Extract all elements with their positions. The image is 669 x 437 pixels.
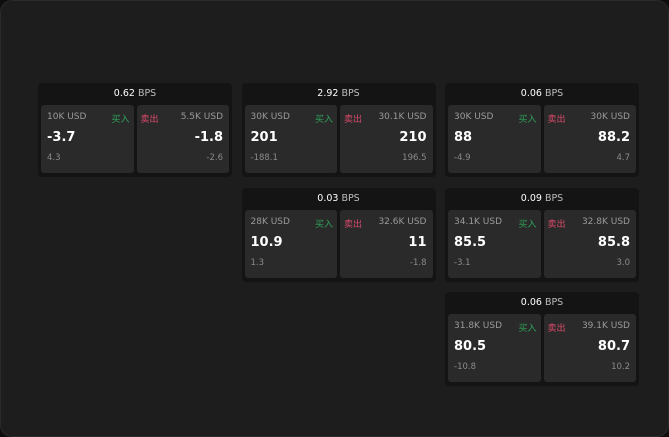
buy-label: 买入: [518, 219, 537, 230]
sell-label: 卖出: [344, 219, 363, 230]
bid-quantity: 28K USD: [250, 216, 290, 227]
bid-price: 80.5: [454, 339, 487, 354]
spread-value: 0.06: [520, 297, 542, 308]
ask-change: 4.7: [616, 153, 630, 163]
quote-tile: 0.03 BPS 28K USD 买入 10.9 1.3 卖出 32.6K USD…: [241, 187, 436, 282]
spread-unit: BPS: [341, 88, 360, 99]
quote-tile: 0.09 BPS 34.1K USD 买入 85.5 -3.1 卖出 32.8K …: [445, 187, 639, 282]
ask-change: 10.2: [611, 362, 630, 372]
ask-change: 196.5: [402, 153, 427, 163]
bid-change: -4.9: [454, 153, 471, 163]
sell-cell[interactable]: 卖出 32.6K USD 11 -1.8: [340, 209, 433, 278]
buy-label: 买入: [111, 115, 130, 125]
spread-unit: BPS: [544, 88, 564, 99]
ask-quantity: 32.8K USD: [581, 216, 630, 227]
ask-price: 88.2: [597, 130, 630, 145]
buy-label: 买入: [314, 219, 333, 230]
spread-unit: BPS: [137, 88, 157, 99]
ask-quantity: 30K USD: [590, 112, 630, 122]
ask-change: 3.0: [616, 257, 630, 268]
bid-change: -188.1: [250, 153, 278, 163]
ask-price: 210: [399, 130, 427, 145]
buy-cell[interactable]: 30K USD 买入 88 -4.9: [448, 105, 541, 173]
buy-cell[interactable]: 34.1K USD 买入 85.5 -3.1: [448, 209, 541, 278]
bid-change: 1.3: [250, 257, 265, 268]
quote-tile: 0.06 BPS 31.8K USD 买入 80.5 -10.8 卖出 39.1K…: [445, 292, 639, 386]
spread-value: 0.03: [317, 192, 339, 204]
ask-price: 80.7: [597, 339, 630, 354]
buy-cell[interactable]: 30K USD 买入 201 -188.1: [244, 105, 337, 173]
ask-quantity: 30.1K USD: [378, 112, 427, 122]
ask-price: 85.8: [597, 234, 630, 250]
bid-change: -10.8: [454, 362, 476, 372]
buy-label: 买入: [518, 324, 537, 334]
spread-value: 2.92: [317, 88, 339, 99]
ask-quantity: 32.6K USD: [378, 216, 427, 227]
bid-price: -3.7: [47, 130, 76, 145]
bid-price: 201: [250, 130, 278, 145]
spread-value: 0.06: [520, 88, 542, 99]
ask-change: -1.8: [409, 257, 427, 268]
bid-quantity: 34.1K USD: [454, 216, 503, 227]
spread-header: 0.06 BPS: [445, 292, 639, 314]
spread-value: 0.62: [113, 88, 135, 99]
buy-cell[interactable]: 10K USD 买入 -3.7 4.3: [41, 105, 134, 173]
bid-price: 85.5: [454, 234, 487, 250]
buy-label: 买入: [518, 115, 537, 125]
sell-cell[interactable]: 卖出 32.8K USD 85.8 3.0: [543, 209, 636, 278]
sell-label: 卖出: [344, 115, 363, 125]
ask-price: -1.8: [194, 130, 223, 145]
sell-cell[interactable]: 卖出 30K USD 88.2 4.7: [543, 105, 636, 173]
buy-cell[interactable]: 31.8K USD 买入 80.5 -10.8: [448, 314, 541, 382]
spread-unit: BPS: [544, 192, 564, 204]
bid-price: 10.9: [250, 234, 283, 250]
sell-label: 卖出: [547, 115, 566, 125]
bid-quantity: 10K USD: [47, 112, 87, 122]
bid-quantity: 31.8K USD: [454, 321, 503, 331]
bid-change: 4.3: [47, 153, 61, 163]
quote-tile: 0.62 BPS 10K USD 买入 -3.7 4.3 卖出 5.5K USD …: [38, 83, 232, 177]
quote-tile: 2.92 BPS 30K USD 买入 201 -188.1 卖出 30.1K U…: [241, 83, 436, 177]
sell-cell[interactable]: 卖出 5.5K USD -1.8 -2.6: [136, 105, 229, 173]
sell-label: 卖出: [547, 219, 566, 230]
sell-label: 卖出: [140, 115, 159, 125]
spread-header: 0.06 BPS: [445, 83, 639, 105]
ask-quantity: 5.5K USD: [180, 112, 223, 122]
bid-price: 88: [454, 130, 473, 145]
buy-label: 买入: [314, 115, 333, 125]
ask-change: -2.6: [206, 153, 223, 163]
spread-header: 2.92 BPS: [242, 83, 436, 105]
quote-tile: 0.06 BPS 30K USD 买入 88 -4.9 卖出 30K USD 88…: [445, 83, 639, 177]
spread-unit: BPS: [544, 297, 564, 308]
buy-cell[interactable]: 28K USD 买入 10.9 1.3: [244, 209, 337, 278]
ask-quantity: 39.1K USD: [581, 321, 630, 331]
sell-cell[interactable]: 卖出 30.1K USD 210 196.5: [340, 105, 433, 173]
bid-quantity: 30K USD: [454, 112, 494, 122]
spread-header: 0.03 BPS: [242, 188, 436, 210]
sell-cell[interactable]: 卖出 39.1K USD 80.7 10.2: [543, 314, 636, 382]
sell-label: 卖出: [547, 324, 566, 334]
spread-header: 0.62 BPS: [38, 83, 232, 105]
spread-header: 0.09 BPS: [445, 188, 639, 210]
bid-change: -3.1: [454, 257, 471, 268]
bid-quantity: 30K USD: [250, 112, 290, 122]
spread-value: 0.09: [520, 192, 542, 204]
spread-unit: BPS: [341, 192, 360, 204]
ask-price: 11: [408, 234, 427, 250]
